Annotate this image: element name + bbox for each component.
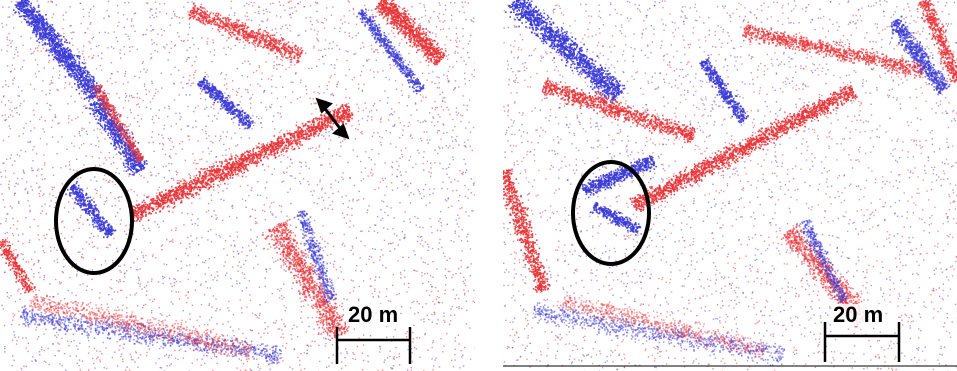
ellipse-marker bbox=[571, 160, 651, 266]
right-point-scatter bbox=[503, 0, 957, 371]
double-arrow-icon bbox=[315, 97, 350, 140]
scale-bar bbox=[823, 322, 901, 362]
ellipse-marker bbox=[54, 167, 134, 275]
scale-bar-label: 20 m bbox=[346, 304, 401, 326]
scale-bar bbox=[335, 327, 412, 364]
right-point-cloud-panel: 20 m bbox=[503, 0, 957, 371]
scale-bar-label: 20 m bbox=[831, 304, 886, 326]
left-point-scatter bbox=[0, 0, 475, 371]
left-point-cloud bbox=[0, 0, 475, 371]
left-point-cloud-panel: 20 m bbox=[0, 0, 475, 371]
right-point-cloud bbox=[503, 0, 957, 371]
